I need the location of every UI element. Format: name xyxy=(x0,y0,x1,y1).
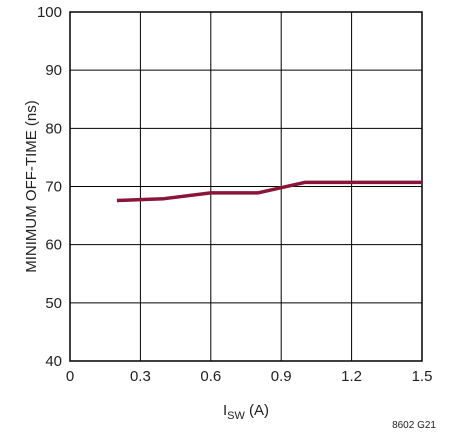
grid xyxy=(70,12,422,361)
series xyxy=(116,180,422,203)
x-tick-label: 0.9 xyxy=(271,368,292,385)
x-axis-label-unit: (A) xyxy=(245,402,269,419)
y-tick-labels: 40 50 60 70 80 90 100 xyxy=(37,4,62,370)
y-tick-label: 40 xyxy=(45,353,62,370)
x-axis-label-main: I xyxy=(223,402,227,419)
plot-frame xyxy=(69,11,423,362)
figure-id: 8602 G21 xyxy=(392,420,436,431)
x-tick-label: 0.6 xyxy=(200,368,221,385)
x-axis-label: ISW (A) xyxy=(223,402,269,422)
y-axis-label: MINIMUM OFF-TIME (ns) xyxy=(23,100,40,272)
y-tick-label: 90 xyxy=(45,62,62,79)
y-tick-label: 70 xyxy=(45,179,62,196)
x-tick-labels: 0 0.3 0.6 0.9 1.2 1.5 xyxy=(66,368,433,385)
y-tick-label: 50 xyxy=(45,295,62,312)
x-tick-label: 0 xyxy=(66,368,74,385)
y-tick-label: 80 xyxy=(45,120,62,137)
x-tick-label: 1.5 xyxy=(412,368,433,385)
y-tick-label: 100 xyxy=(37,4,62,21)
x-tick-label: 0.3 xyxy=(130,368,151,385)
series-line xyxy=(116,180,422,203)
x-axis-label-sub: SW xyxy=(227,410,245,422)
x-tick-label: 1.2 xyxy=(341,368,362,385)
y-tick-label: 60 xyxy=(45,237,62,254)
